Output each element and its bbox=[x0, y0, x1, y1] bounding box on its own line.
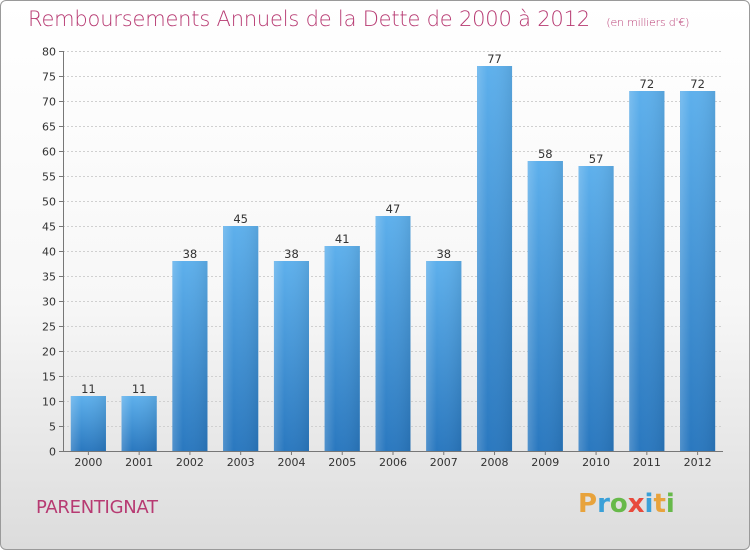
x-tick-label: 2001 bbox=[125, 456, 153, 469]
unit-note: (en milliers d'€) bbox=[606, 16, 690, 29]
logo-letter: i bbox=[665, 489, 675, 519]
y-tick-label: 60 bbox=[42, 146, 56, 159]
bar-value-label: 57 bbox=[589, 152, 604, 166]
logo-letter: i bbox=[644, 489, 654, 519]
y-tick-label: 35 bbox=[42, 271, 56, 284]
bar-value-label: 72 bbox=[690, 77, 705, 91]
y-tick-label: 25 bbox=[42, 321, 56, 334]
y-tick-label: 65 bbox=[42, 121, 56, 134]
y-tick-label: 80 bbox=[42, 46, 56, 59]
logo-letter: t bbox=[653, 489, 666, 519]
bar-highlight bbox=[273, 261, 309, 451]
bar-highlight bbox=[629, 91, 665, 451]
city-name: PARENTIGNAT bbox=[36, 497, 158, 518]
bar-highlight bbox=[578, 166, 614, 451]
bar-value-label: 41 bbox=[335, 232, 350, 246]
x-tick-label: 2004 bbox=[277, 456, 305, 469]
bar-highlight bbox=[477, 66, 513, 451]
x-tick-label: 2009 bbox=[531, 456, 559, 469]
y-tick-label: 40 bbox=[42, 246, 56, 259]
bar-highlight bbox=[223, 226, 259, 451]
bar-highlight bbox=[324, 246, 360, 451]
bar-highlight bbox=[426, 261, 462, 451]
axis-layer: 0 5 10 15 20 25 30 35 40 45 50 55 60 65 70 75 80 2000 2001… bbox=[42, 46, 723, 469]
logo-letter: P bbox=[578, 489, 598, 519]
y-tick-label: 70 bbox=[42, 96, 56, 109]
y-tick-label: 5 bbox=[49, 421, 56, 434]
y-tick-label: 30 bbox=[42, 296, 56, 309]
logo-letter: o bbox=[609, 489, 628, 519]
bar-highlight bbox=[527, 161, 563, 451]
x-tick-label: 2005 bbox=[328, 456, 356, 469]
bar-highlight bbox=[680, 91, 716, 451]
y-tick-label: 45 bbox=[42, 221, 56, 234]
bar-value-label: 38 bbox=[284, 247, 299, 261]
bar-value-label: 38 bbox=[183, 247, 198, 261]
bar-value-label: 38 bbox=[436, 247, 451, 261]
proxiti-logo: Proxiti bbox=[578, 489, 675, 519]
y-tick-label: 50 bbox=[42, 196, 56, 209]
x-tick-label: 2000 bbox=[74, 456, 102, 469]
x-tick-label: 2002 bbox=[176, 456, 204, 469]
y-tick-label: 20 bbox=[42, 346, 56, 359]
x-tick-label: 2012 bbox=[684, 456, 712, 469]
y-tick-label: 15 bbox=[42, 371, 56, 384]
bar-value-label: 45 bbox=[233, 212, 248, 226]
chart-title-text: Remboursements Annuels de la Dette de 20… bbox=[28, 7, 590, 31]
bar-highlight bbox=[70, 396, 106, 451]
logo-letter: r bbox=[597, 489, 610, 519]
y-tick-label: 55 bbox=[42, 171, 56, 184]
y-tick-label: 10 bbox=[42, 396, 56, 409]
x-tick-label: 2006 bbox=[379, 456, 407, 469]
bar-highlight bbox=[121, 396, 157, 451]
x-tick-label: 2011 bbox=[633, 456, 661, 469]
x-tick-label: 2007 bbox=[430, 456, 458, 469]
bar-highlight bbox=[375, 216, 411, 451]
y-tick-label: 75 bbox=[42, 71, 56, 84]
bar-value-label: 47 bbox=[386, 202, 401, 216]
x-tick-label: 2008 bbox=[481, 456, 509, 469]
chart-title: Remboursements Annuels de la Dette de 20… bbox=[28, 7, 689, 31]
bar-value-label: 77 bbox=[487, 52, 502, 66]
bar-value-label: 11 bbox=[81, 382, 96, 396]
x-tick-label: 2010 bbox=[582, 456, 610, 469]
y-tick-label: 0 bbox=[49, 446, 56, 459]
bar-layer: 11 11 38 45 38 41 47 38 77 58 57 72 72 bbox=[70, 52, 716, 451]
bar-value-label: 58 bbox=[538, 147, 553, 161]
logo-letter: x bbox=[627, 489, 645, 519]
bar-value-label: 72 bbox=[640, 77, 655, 91]
bar-highlight bbox=[172, 261, 208, 451]
bar-value-label: 11 bbox=[132, 382, 147, 396]
x-tick-label: 2003 bbox=[227, 456, 255, 469]
